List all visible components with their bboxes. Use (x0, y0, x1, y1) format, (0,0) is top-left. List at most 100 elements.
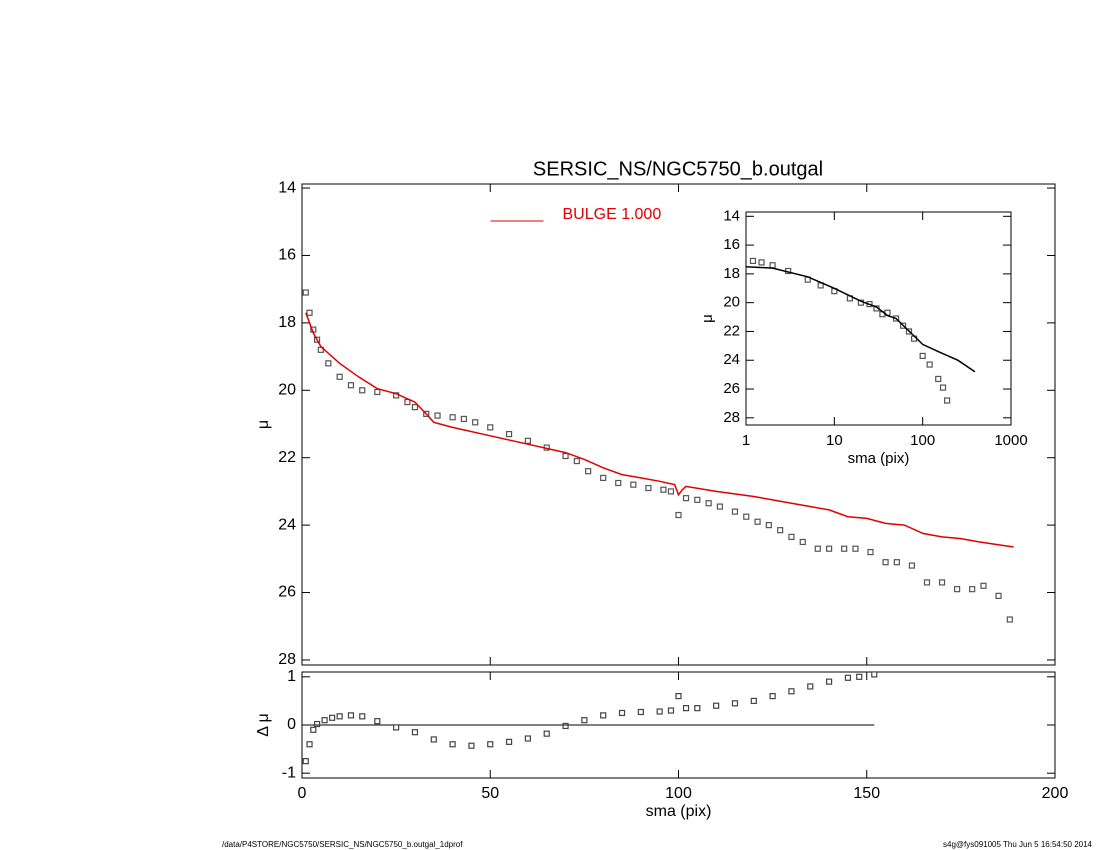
data-point (731, 508, 739, 515)
data-point (926, 361, 933, 368)
data-point (581, 717, 588, 724)
y-tick-label: -1 (282, 764, 296, 781)
data-point (788, 533, 795, 541)
y-axis-label: μ (699, 314, 716, 323)
y-tick-label: 1 (287, 668, 296, 685)
data-point (347, 382, 355, 389)
x-axis-label: sma (pix) (646, 803, 712, 820)
data-point (393, 724, 400, 731)
data-point (302, 289, 309, 296)
data-point (841, 545, 848, 552)
data-point (716, 503, 724, 510)
data-point (411, 729, 419, 736)
data-point (600, 712, 607, 719)
data-point (306, 741, 313, 748)
data-point (923, 579, 931, 586)
x-tick-label: 100 (665, 785, 692, 802)
data-point (825, 678, 833, 685)
data-point (524, 437, 532, 444)
data-point (667, 707, 675, 714)
data-point (844, 674, 852, 681)
data-point (434, 412, 441, 419)
data-point (899, 322, 907, 329)
data-point (814, 545, 821, 552)
data-point (472, 419, 479, 426)
x-tick-label: 10 (826, 432, 843, 449)
footer-left: /data/P4STORE/NGC5750/SERSIC_NS/NGC5750_… (222, 840, 463, 849)
data-point (313, 720, 321, 728)
data-point (347, 712, 355, 719)
data-point (750, 697, 757, 705)
y-tick-label: 14 (278, 179, 296, 196)
data-point (562, 452, 569, 460)
data-point (505, 738, 513, 745)
data-point (852, 545, 859, 552)
data-point (882, 559, 889, 566)
y-tick-label: 26 (278, 584, 296, 601)
data-point (675, 511, 682, 519)
data-point (618, 709, 626, 717)
data-point (893, 559, 900, 566)
y-tick-label: 16 (723, 236, 740, 253)
x-tick-label: 50 (481, 785, 499, 802)
data-point (825, 545, 833, 552)
y-tick-label: 20 (723, 294, 740, 311)
x-tick-label: 0 (298, 785, 307, 802)
data-point (682, 705, 690, 712)
data-point (359, 713, 366, 720)
data-point (943, 397, 951, 404)
data-point (487, 424, 494, 431)
data-point (769, 692, 776, 700)
data-point (449, 414, 456, 421)
data-point (600, 474, 607, 482)
data-point (329, 714, 336, 721)
y-tick-label: 22 (278, 449, 296, 466)
data-point (713, 702, 720, 709)
y-tick-label: 24 (723, 351, 740, 368)
data-point (359, 387, 366, 394)
plot-frame (745, 211, 1012, 426)
data-point (573, 457, 580, 465)
y-tick-label: 28 (723, 409, 740, 426)
data-point (524, 735, 532, 742)
data-point (404, 398, 411, 406)
y-tick-label: 24 (278, 516, 296, 533)
data-point (980, 582, 987, 589)
data-point (310, 726, 317, 733)
model-line (305, 312, 1014, 548)
data-point (905, 328, 913, 335)
data-point (313, 336, 321, 343)
data-point (637, 708, 644, 716)
data-point (505, 431, 513, 438)
data-point (411, 404, 419, 411)
data-point (939, 384, 947, 391)
data-point (694, 496, 701, 503)
data-point (468, 742, 475, 749)
data-point (935, 375, 942, 383)
y-tick-label: 14 (723, 207, 740, 224)
data-point (645, 484, 652, 492)
data-point (867, 548, 874, 556)
data-point (954, 586, 961, 593)
y-tick-label: 16 (278, 247, 296, 264)
x-tick-label: 200 (1042, 785, 1069, 802)
y-tick-label: 20 (278, 382, 296, 399)
data-point (749, 257, 757, 265)
y-tick-label: 0 (287, 716, 296, 733)
x-tick-label: 1000 (994, 432, 1027, 449)
data-point (430, 736, 437, 743)
data-point (777, 527, 784, 534)
x-tick-label: 100 (910, 432, 935, 449)
y-tick-label: 28 (278, 651, 296, 668)
data-point (675, 692, 682, 700)
data-point (630, 481, 637, 488)
data-point (995, 592, 1002, 600)
data-point (321, 717, 328, 724)
y-tick-label: 18 (278, 314, 296, 331)
data-point (871, 671, 878, 678)
data-point (585, 468, 592, 475)
data-point (667, 488, 675, 495)
data-point (660, 486, 667, 493)
y-axis-label: Δ μ (255, 713, 272, 736)
